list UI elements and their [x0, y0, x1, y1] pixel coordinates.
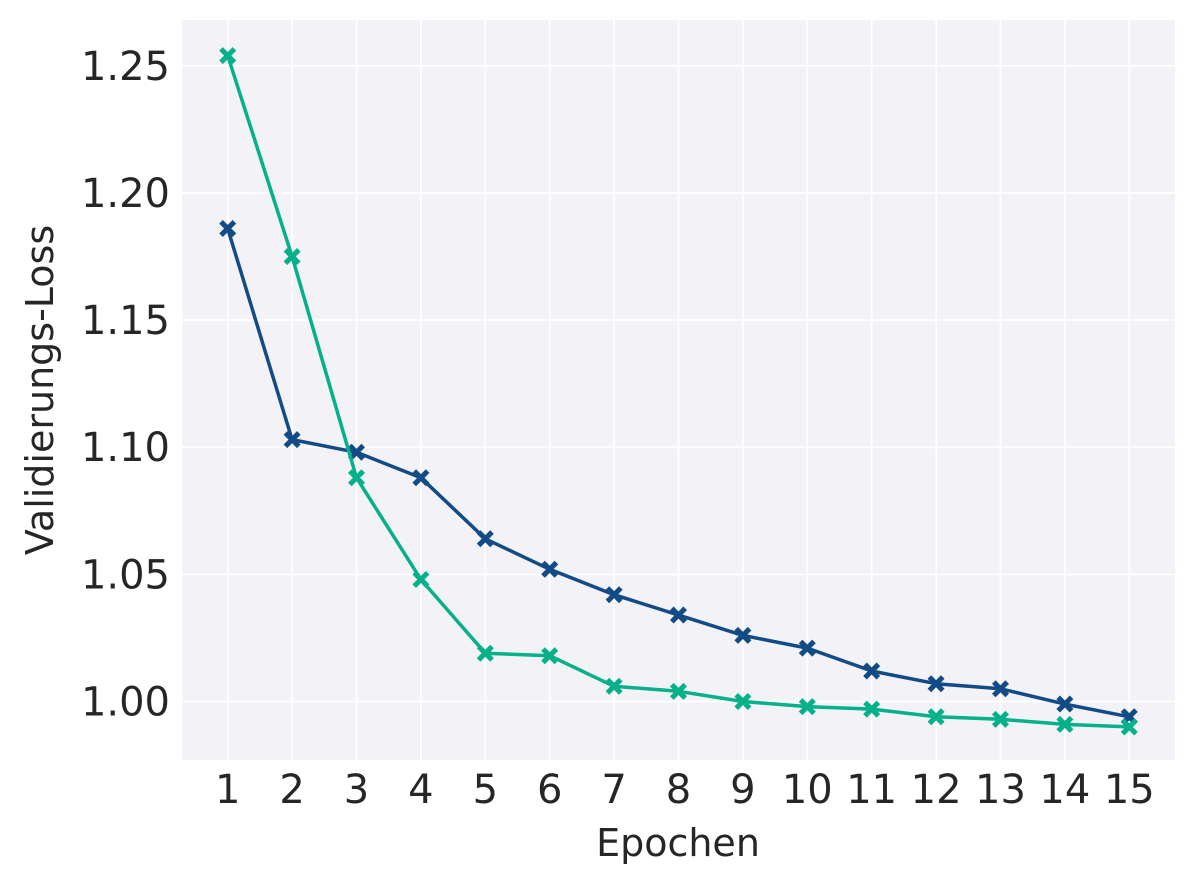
data-point-marker	[219, 220, 237, 238]
data-point-marker	[798, 698, 816, 716]
data-point-marker	[863, 700, 881, 718]
data-point-marker	[991, 710, 1009, 728]
data-point-marker	[412, 570, 430, 588]
y-tick-labels: 1.00 1.05 1.10 1.15 1.20 1.25	[81, 44, 170, 726]
data-point-marker	[1056, 715, 1074, 733]
y-tick-label: 1.20	[81, 171, 170, 217]
x-tick-label: 8	[666, 767, 691, 813]
data-point-marker	[670, 682, 687, 700]
data-point-marker	[991, 680, 1009, 698]
x-tick-label: 14	[1039, 767, 1090, 813]
data-point-marker	[605, 677, 623, 695]
data-point-marker	[348, 469, 366, 487]
x-tick-label: 7	[601, 767, 626, 813]
y-tick-label: 1.15	[81, 298, 170, 344]
x-axis-label: Epochen	[596, 821, 760, 865]
series-1	[219, 220, 1138, 726]
data-point-marker	[798, 639, 816, 657]
y-axis-label: Validierungs-Loss	[18, 225, 62, 555]
data-point-marker	[283, 247, 301, 265]
y-tick-label: 1.00	[81, 680, 170, 726]
data-point-marker	[670, 606, 687, 624]
series-2	[219, 47, 1138, 736]
data-point-marker	[541, 647, 559, 665]
data-point-marker	[734, 693, 752, 711]
data-point-marker	[219, 47, 237, 65]
data-point-marker	[541, 560, 559, 578]
x-tick-labels: 1 2 3 4 5 6 7 8 9 10 11 12 13 14 15	[215, 767, 1155, 813]
data-point-marker	[927, 675, 945, 693]
x-tick-label: 5	[473, 767, 498, 813]
data-point-marker	[1056, 695, 1074, 713]
data-point-marker	[476, 644, 494, 662]
data-point-marker	[412, 469, 430, 487]
x-tick-label: 9	[730, 767, 755, 813]
x-tick-label: 15	[1104, 767, 1155, 813]
data-point-marker	[734, 626, 752, 644]
x-tick-label: 12	[911, 767, 962, 813]
x-tick-label: 10	[782, 767, 833, 813]
data-point-marker	[605, 586, 623, 604]
y-tick-label: 1.05	[81, 552, 170, 598]
x-tick-label: 4	[408, 767, 433, 813]
data-point-marker	[476, 530, 494, 548]
data-point-marker	[927, 708, 945, 726]
data-point-marker	[863, 662, 881, 680]
x-tick-label: 1	[215, 767, 240, 813]
x-tick-label: 11	[846, 767, 897, 813]
x-tick-label: 13	[975, 767, 1026, 813]
y-tick-label: 1.25	[81, 44, 170, 90]
x-tick-label: 6	[537, 767, 562, 813]
x-tick-label: 3	[344, 767, 369, 813]
x-tick-label: 2	[279, 767, 304, 813]
data-point-marker	[283, 431, 301, 449]
y-tick-label: 1.10	[81, 425, 170, 471]
series-layer	[219, 47, 1138, 736]
data-point-marker	[1120, 718, 1138, 736]
data-point-marker	[348, 443, 366, 461]
